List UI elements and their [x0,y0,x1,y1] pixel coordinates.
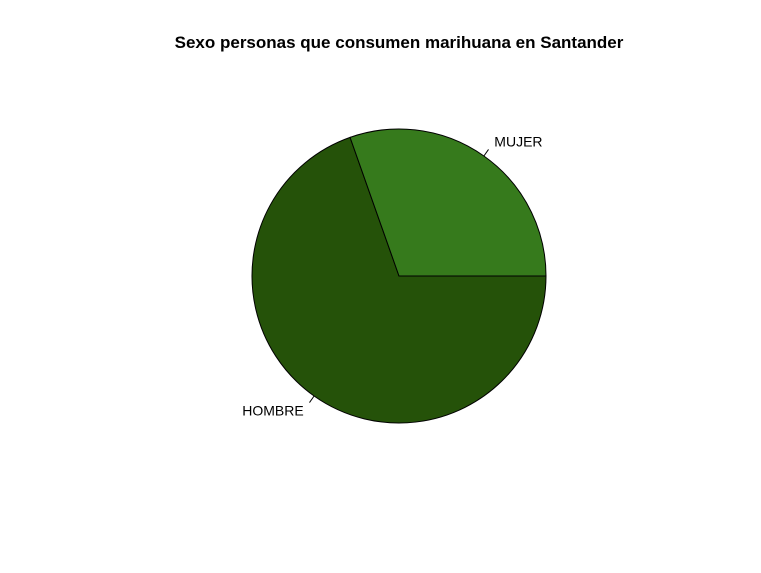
leader-line-hombre [309,395,315,403]
slice-label-mujer: MUJER [494,133,542,149]
pie-labels: HOMBRE MUJER [242,133,542,418]
leader-line-mujer [483,149,489,157]
pie-slices [251,128,547,424]
slice-label-hombre: HOMBRE [242,403,303,419]
chart-title: Sexo personas que consumen marihuana en … [175,33,624,52]
